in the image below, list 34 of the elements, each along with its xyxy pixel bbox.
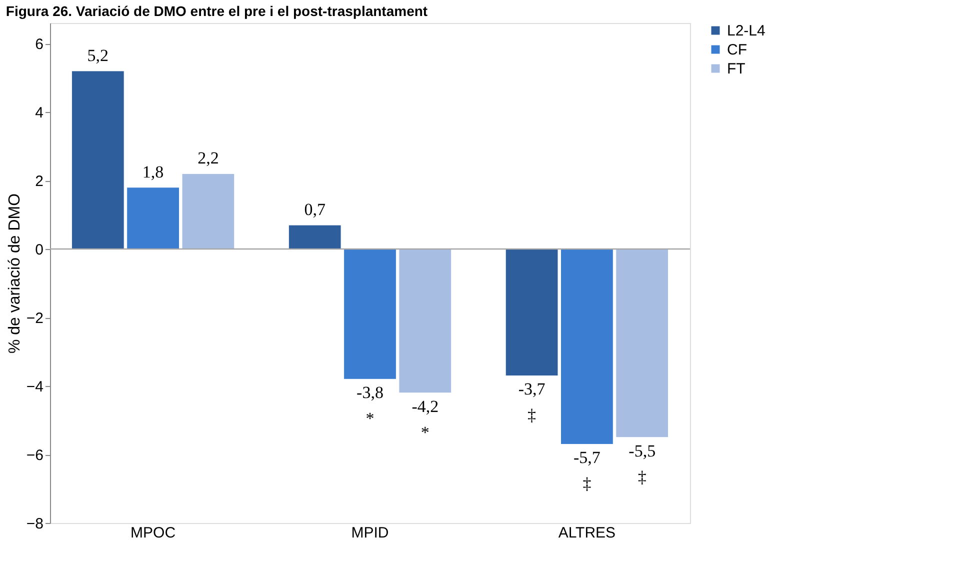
data-label: 0,7 <box>304 200 326 220</box>
bar <box>505 248 558 376</box>
y-tick-label: −6 <box>26 447 44 464</box>
legend-label: FT <box>727 60 746 78</box>
legend-label: CF <box>727 42 747 58</box>
data-label: -5,7 ‡ <box>573 448 601 494</box>
chart-title: Figura 26. Variació de DMO entre el pre i el post-trasplantament <box>6 3 428 19</box>
bar <box>288 224 342 250</box>
x-tick-label: ALTRES <box>558 524 616 542</box>
legend-label: L2-L4 <box>727 22 766 40</box>
y-tick-label: 6 <box>35 36 44 54</box>
data-label: -5,5 ‡ <box>628 441 656 486</box>
bar <box>616 248 669 438</box>
y-tick-label: 0 <box>35 242 44 259</box>
bar <box>560 248 614 444</box>
x-tick-label: MPOC <box>130 524 176 542</box>
data-label: 1,8 <box>142 162 164 182</box>
y-tick-label: −4 <box>26 378 44 396</box>
bar <box>126 187 180 250</box>
y-tick-label: −2 <box>26 310 44 328</box>
bar <box>398 248 452 394</box>
y-axis-title: % de variació de DMO <box>6 193 24 354</box>
data-label: -4,2 * <box>412 396 439 442</box>
y-tick-label: 4 <box>35 104 44 122</box>
y-tick-label: 2 <box>35 173 44 190</box>
data-label: -3,8 * <box>356 383 384 428</box>
data-label: 5,2 <box>87 46 109 65</box>
bar <box>182 173 235 250</box>
data-label: 2,2 <box>198 148 219 168</box>
x-tick-label: MPID <box>351 524 389 542</box>
data-label: -3,7 ‡ <box>518 380 546 425</box>
bar <box>344 248 396 380</box>
y-tick-label: −8 <box>26 516 44 532</box>
bar <box>71 70 124 250</box>
